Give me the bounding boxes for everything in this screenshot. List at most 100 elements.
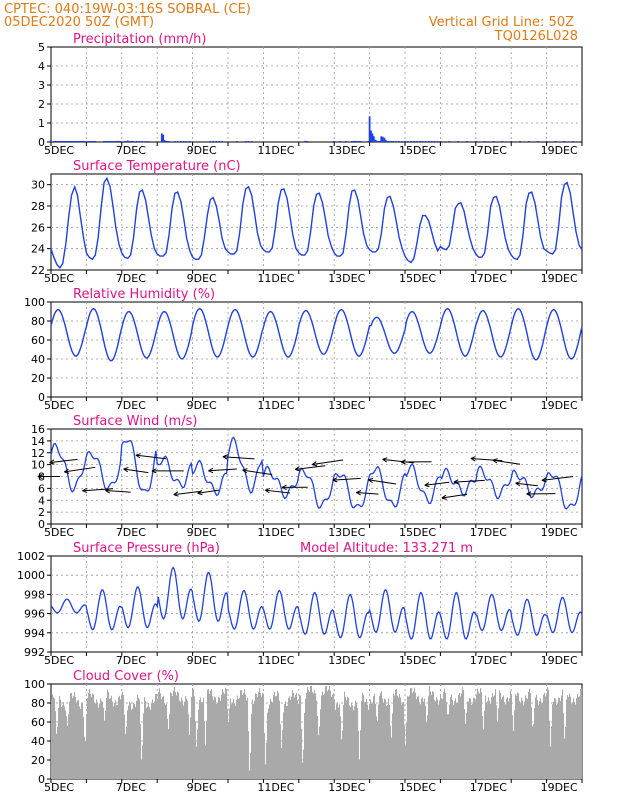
cloud-bar [304, 712, 306, 779]
cloud-bar [107, 689, 109, 779]
precip-bar [113, 141, 116, 142]
cloud-bar [233, 699, 235, 779]
y-tick-label: 0 [38, 391, 45, 404]
cloud-bar [82, 702, 84, 779]
cloud-bar [516, 696, 518, 779]
precip-bar [112, 141, 114, 142]
precip-bar [359, 141, 362, 142]
cloud-bar [478, 691, 480, 779]
cloud-bar [53, 697, 55, 779]
pressure-panel: 992 994 996 998 1000 1002 5DEC 7DEC 9DEC 11DEC 13D… [17, 541, 583, 667]
x-tick-label: 19DEC [541, 399, 578, 412]
cloud-bar [239, 697, 241, 779]
precip-bar [128, 141, 131, 142]
precip-bar [492, 141, 495, 142]
x-tick-label: 9DEC [187, 272, 217, 285]
cloud-bar [353, 710, 355, 779]
precip-bar [371, 133, 374, 142]
precip-bar [167, 141, 170, 142]
x-tick-label: 17DEC [470, 399, 507, 412]
cloud-bar [307, 687, 309, 779]
precip-bar [182, 141, 185, 142]
precip-bar [427, 141, 430, 142]
wind-arrow-head [222, 454, 228, 460]
cloud-bar [555, 698, 557, 779]
cloud-bar [376, 716, 378, 779]
cloud-bar [246, 700, 248, 779]
cloud-bar [186, 698, 188, 779]
cloud-bar [527, 698, 529, 779]
wind-arrow-head [151, 468, 157, 474]
cloud-bar [204, 721, 206, 779]
x-tick-label: 5DEC [44, 144, 74, 157]
cloud-bar [535, 697, 537, 779]
x-tick-label: 11DEC [257, 526, 294, 539]
y-tick-label: 5 [38, 41, 45, 54]
x-tick-label: 11DEC [257, 654, 294, 667]
cloud-bar [65, 710, 67, 779]
cloud-bar [263, 693, 265, 779]
cloud-bar [248, 731, 250, 779]
cloud-bar [500, 692, 502, 779]
cloud-bar [231, 704, 233, 779]
precip-bar [339, 141, 342, 142]
cloud-bar [311, 685, 313, 779]
cloud-bar [441, 698, 443, 779]
cloud-bar [486, 702, 488, 779]
cloud-bar [153, 703, 155, 779]
cloud-bar [565, 727, 567, 779]
cloud-bar [200, 697, 202, 779]
cloud-bar [344, 691, 346, 779]
cloud-bar [472, 703, 474, 779]
cloud-bar [205, 745, 207, 779]
cloud-bar [89, 688, 91, 779]
cloud-bar [59, 695, 61, 779]
cloud-bar [463, 690, 465, 779]
cloud-bar [342, 730, 344, 779]
precip-bar [387, 141, 390, 142]
precip-bar [466, 141, 468, 142]
cloud-bar [477, 688, 479, 779]
wind-arrow [368, 479, 397, 485]
cloud-bar [345, 696, 347, 779]
cloud-bar [336, 704, 338, 779]
x-tick-label: 13DEC [328, 526, 365, 539]
y-tick-label: 80 [31, 315, 45, 328]
cloud-bar [197, 729, 199, 779]
cloud-bar [372, 703, 374, 779]
cloud-bar [340, 716, 342, 779]
precip-bar [88, 141, 91, 142]
cloud-bar [143, 713, 145, 779]
cloud-bar [492, 693, 494, 779]
cloud-bar [487, 701, 489, 779]
cloud-bar [312, 691, 314, 779]
rh-title: Relative Humidity (%) [73, 287, 215, 302]
cloud-bar [519, 701, 521, 779]
cloud-bar [131, 709, 133, 779]
cloud-bar [346, 700, 348, 779]
cloud-bar [420, 704, 422, 779]
cloud-bar [377, 720, 379, 779]
cloud-bar [139, 699, 141, 779]
precip-bar [303, 140, 306, 142]
cloud-bar [293, 692, 295, 779]
cloud-bar [457, 702, 459, 779]
cloud-bar [286, 705, 288, 779]
x-tick-label: 9DEC [187, 781, 217, 794]
cloud-bar [375, 703, 377, 779]
wind-arrow-head [82, 487, 88, 494]
cloud-bar [575, 704, 577, 779]
cloud-bar [118, 697, 120, 779]
cloud-bar [151, 703, 153, 779]
cloud-bar [429, 685, 431, 779]
precip-bar [390, 141, 393, 142]
cloud-bar [298, 704, 300, 779]
cloud-bar [528, 691, 530, 779]
cloud-bar [531, 707, 533, 779]
y-tick-label: 6 [38, 482, 45, 495]
cloud-bar [397, 695, 399, 779]
cloud-bar [230, 698, 232, 779]
cloud-bar [80, 708, 82, 779]
cloud-bar [310, 686, 312, 779]
precip-bar [410, 141, 412, 142]
